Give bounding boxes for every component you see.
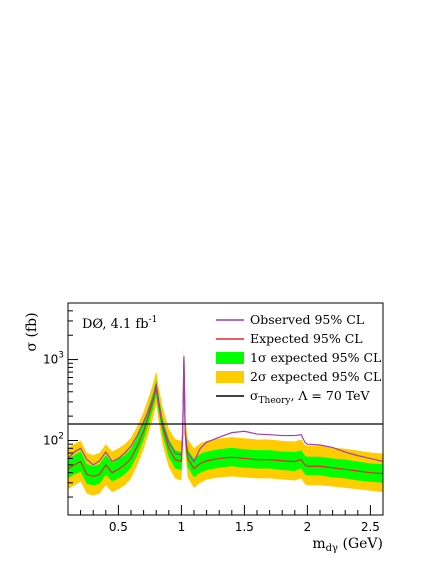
legend-swatch <box>216 371 244 383</box>
y-tick-label: 102 <box>43 431 64 447</box>
limit-lines <box>67 356 384 478</box>
plot-frame <box>67 302 384 516</box>
legend-label: Observed 95% CL <box>250 312 364 327</box>
legend-label: 1σ expected 95% CL <box>250 350 381 365</box>
x-tick-label: 1.5 <box>235 520 254 534</box>
legend-swatch <box>216 352 244 364</box>
legend-label: σTheory, Λ = 70 TeV <box>250 388 371 406</box>
legend: Observed 95% CL Expected 95% CL 1σ expecte… <box>216 312 381 406</box>
x-tick-label: 2.5 <box>361 520 380 534</box>
x-axis-title: mdγ (GeV) <box>312 536 383 554</box>
x-tick-label: 0.5 <box>109 520 128 534</box>
y-tick-label: 103 <box>43 351 64 367</box>
x-tick-label: 1 <box>178 520 186 534</box>
legend-label: 2σ expected 95% CL <box>250 369 381 384</box>
band-1sigma <box>68 351 383 486</box>
experiment-label: DØ, 4.1 fb-1 <box>82 315 157 332</box>
legend-label: Expected 95% CL <box>250 331 363 346</box>
plot-axes: 0.5 1 1.5 2 2.5 102 103 <box>43 302 384 534</box>
y-axis-title: σ (fb) <box>24 312 40 351</box>
uncertainty-bands <box>68 347 383 496</box>
x-tick-label: 2 <box>304 520 312 534</box>
series-line-observed-95-cl <box>67 356 384 466</box>
